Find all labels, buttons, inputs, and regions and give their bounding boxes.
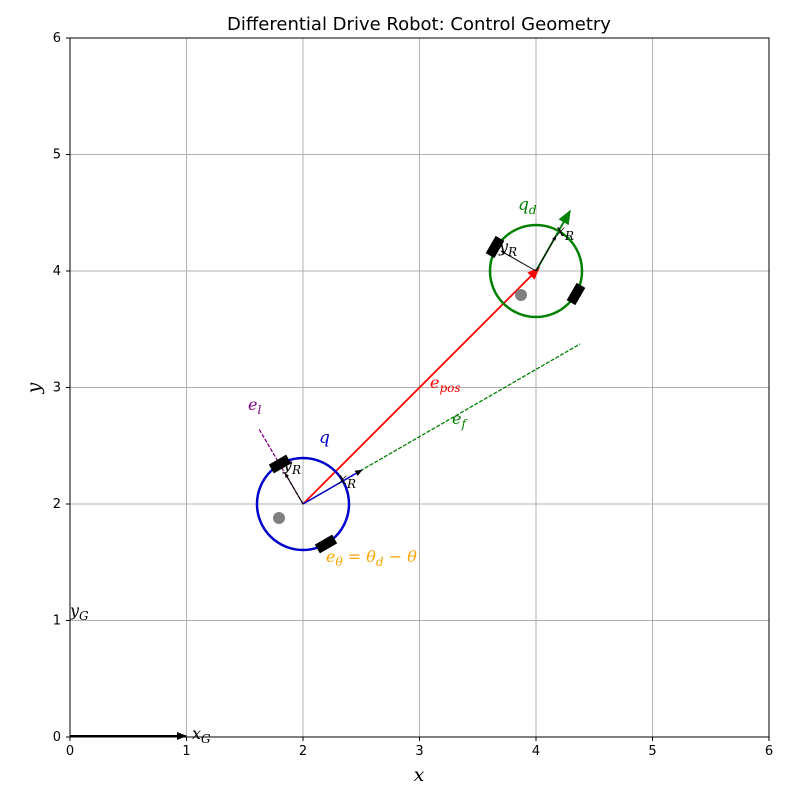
global-frame: xG yG <box>69 601 211 746</box>
plot-area: 0 1 2 3 4 5 6 0 1 2 3 4 5 6 xG yG epos ef el eθ = θd … <box>53 31 773 759</box>
diagram-title: Differential Drive Robot: Control Geomet… <box>227 14 611 35</box>
robot-current-label: q <box>319 428 330 448</box>
e-l-label: el <box>248 395 261 417</box>
robot-desired-caster <box>515 289 527 301</box>
x-tick-label: 3 <box>415 744 423 759</box>
robot-current-xr-label: xR <box>338 469 356 491</box>
x-tick-label: 2 <box>299 744 307 759</box>
robot-current-wheel-left <box>268 454 292 474</box>
robot-desired-wheel-left <box>485 235 505 259</box>
robot-current-xr-arrow <box>302 469 363 505</box>
robot-current-yr-arrow <box>284 472 304 505</box>
y-tick-label: 1 <box>53 614 61 629</box>
x-axis-label: x <box>414 764 425 786</box>
grid-lines <box>70 38 769 737</box>
robot-desired-body <box>488 223 584 319</box>
x-tick-label: 1 <box>182 744 190 759</box>
y-tick-label: 6 <box>53 31 61 46</box>
robot-desired-yr-label: yR <box>498 237 517 259</box>
y-tick-label: 5 <box>53 148 61 163</box>
error-vectors: epos ef el eθ = θd − θ <box>248 267 581 569</box>
global-y-label: yG <box>69 601 89 623</box>
x-tick-label: 6 <box>765 744 773 759</box>
e-pos-arrow <box>302 267 540 505</box>
y-axis-label: y <box>23 382 45 394</box>
robot-desired: xR yR qd <box>485 195 586 319</box>
x-tick-label: 4 <box>532 744 540 759</box>
e-f-label: ef <box>452 409 468 431</box>
x-tick-label: 0 <box>66 744 74 759</box>
robot-current-yr-label: yR <box>282 455 301 477</box>
robot-desired-wheel-right <box>566 282 586 306</box>
robot-desired-yr-arrow <box>500 250 537 272</box>
y-tick-label: 3 <box>53 381 61 396</box>
robot-current-body <box>255 456 351 552</box>
y-tick-label: 0 <box>53 730 61 745</box>
y-tick-label: 2 <box>53 497 61 512</box>
e-theta-label: eθ = θd − θ <box>326 547 417 569</box>
robot-current-caster <box>273 512 285 524</box>
robot-desired-xr-arrow <box>535 235 557 272</box>
robot-desired-label: qd <box>518 195 537 217</box>
robot-current-wheel-right <box>314 534 338 554</box>
e-pos-label: epos <box>430 373 461 395</box>
global-x-label: xG <box>192 724 211 746</box>
axis-ticks: 0 1 2 3 4 5 6 0 1 2 3 4 5 6 <box>53 31 773 759</box>
x-tick-label: 5 <box>648 744 656 759</box>
y-tick-label: 4 <box>53 264 61 279</box>
robot-desired-xr-label: xR <box>556 221 574 243</box>
robot-current: xR yR q <box>255 428 363 554</box>
